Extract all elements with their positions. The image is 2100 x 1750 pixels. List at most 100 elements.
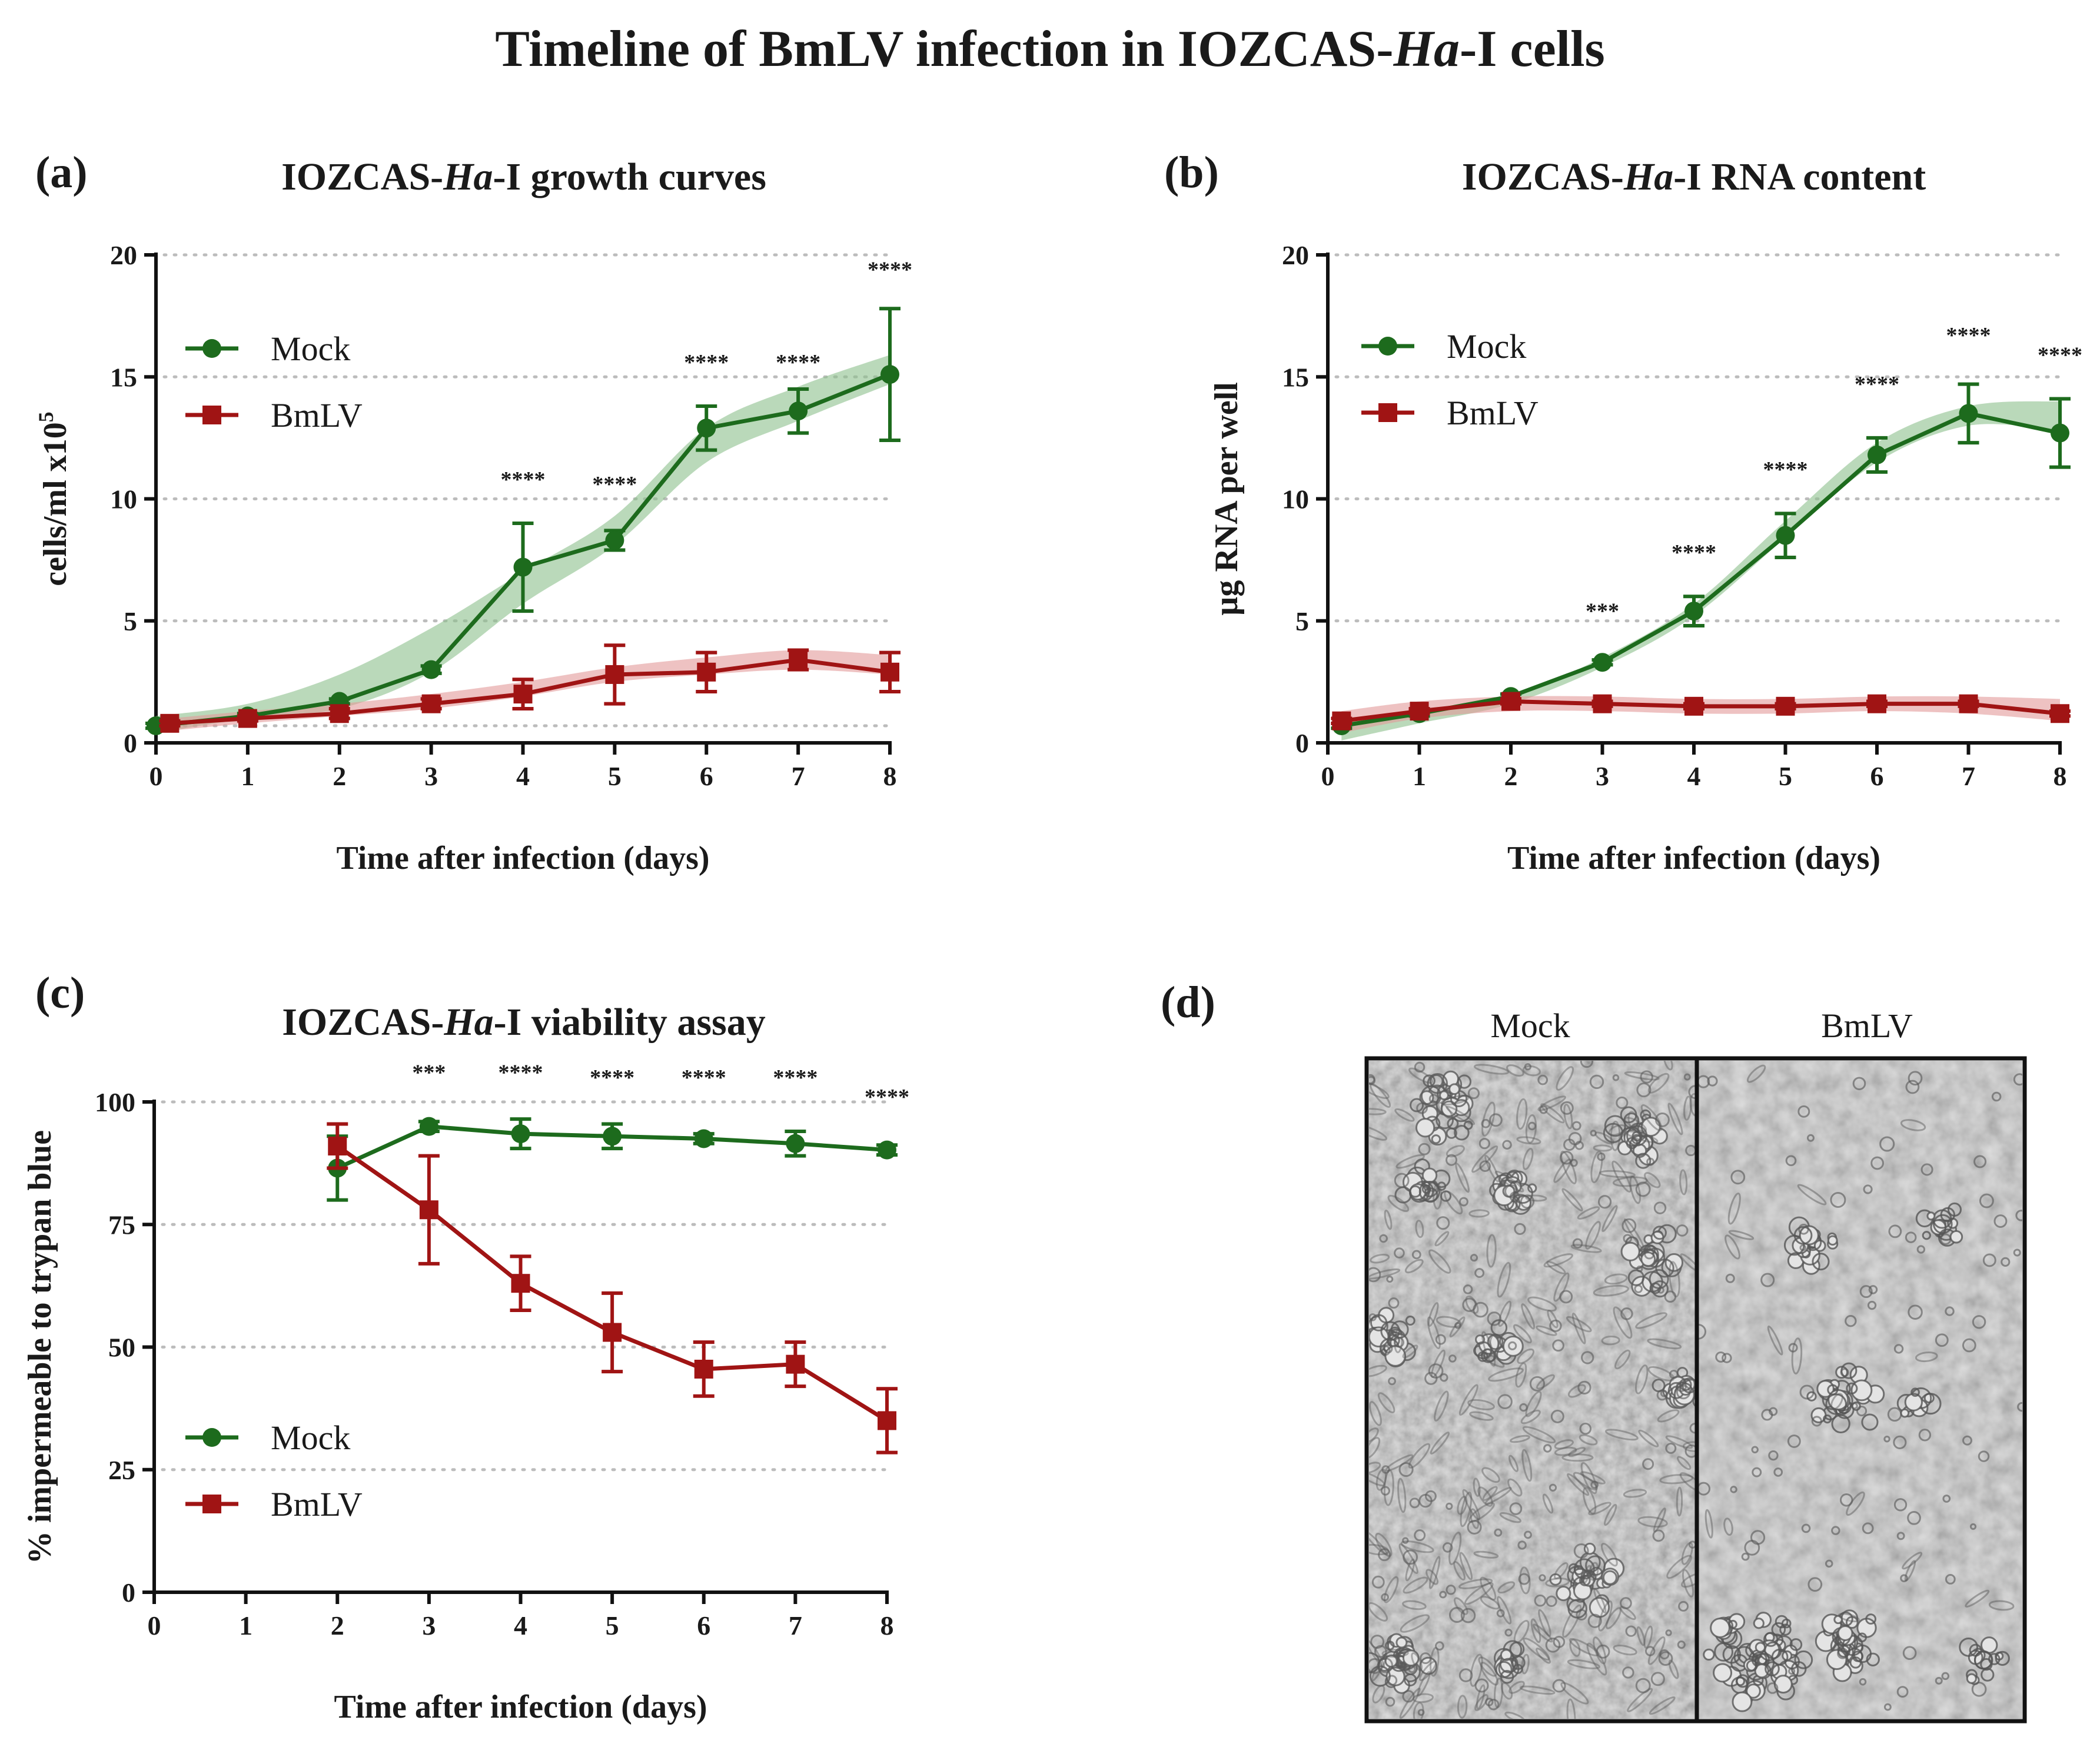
chart-1-mock-series-line <box>1341 411 2061 728</box>
chart-1-bmlv-data-point <box>1868 694 1886 713</box>
chart-1-legend-bmlv: BmLV <box>1361 394 1539 432</box>
chart-1-legend-label: BmLV <box>1447 394 1539 432</box>
chart-2-mock-data-point <box>694 1129 713 1148</box>
chart-0-x-tick-label: 1 <box>241 761 254 791</box>
chart-2-mock-data-point <box>511 1124 530 1144</box>
chart-0-x-tick-label: 8 <box>883 761 897 791</box>
chart-2-x-tick-label: 1 <box>239 1610 252 1641</box>
chart-1-bmlv-data-point <box>1593 694 1612 713</box>
chart-0-x-tick-label: 6 <box>700 761 713 791</box>
chart-2-bmlv-data-point <box>694 1359 713 1379</box>
chart-1-bmlv-data-point <box>1684 696 1703 716</box>
chart-0-x-tick-label: 3 <box>424 761 438 791</box>
panel-letter-d: (d) <box>1161 978 1215 1027</box>
chart-1-mock-data-point <box>2051 423 2069 443</box>
chart-2-significance-label: **** <box>865 1085 909 1110</box>
chart-0-legend-label: Mock <box>271 330 350 368</box>
chart-1-legend-label: Mock <box>1447 327 1526 366</box>
chart-1-bmlv-data-point <box>2051 704 2069 723</box>
chart-2-y-tick-label: 25 <box>108 1455 135 1485</box>
chart-0-significance-label: **** <box>592 472 637 497</box>
chart-0-y-tick-label: 10 <box>110 484 137 514</box>
chart-2-x-axis-label: Time after infection (days) <box>334 1689 707 1725</box>
chart-1-x-tick-label: 1 <box>1413 761 1426 791</box>
chart-2-significance-label: **** <box>773 1065 818 1090</box>
chart-1-y-axis-label: µg RNA per well <box>1208 382 1245 616</box>
chart-1-x-tick-label: 8 <box>2054 761 2067 791</box>
chart-0-y-tick-label: 5 <box>124 606 137 636</box>
chart-1-mock-confidence-band <box>1341 401 2060 740</box>
chart-0-x-axis-label: Time after infection (days) <box>336 840 709 876</box>
chart-1-y-tick-label: 0 <box>1295 728 1309 758</box>
chart-2-x-tick-label: 7 <box>789 1610 802 1641</box>
chart-2-legend-label: BmLV <box>271 1485 363 1523</box>
chart-2-x-tick-label: 0 <box>148 1610 161 1641</box>
chart-2-y-tick-label: 75 <box>108 1210 135 1240</box>
chart-2-y-tick-label: 50 <box>108 1333 135 1363</box>
chart-1-significance-label: **** <box>1855 372 1899 397</box>
chart-1-x-tick-label: 5 <box>1779 761 1792 791</box>
chart-2-x-tick-label: 3 <box>422 1610 436 1641</box>
chart-1-x-tick-label: 2 <box>1504 761 1518 791</box>
chart-0-mock-data-point <box>513 557 533 577</box>
chart-1-bmlv-data-point <box>1332 711 1351 730</box>
chart-2-y-axis-label: % impermeable to trypan blue <box>22 1130 58 1564</box>
chart-2-significance-label: **** <box>499 1061 543 1085</box>
chart-1-mock-data-point <box>1959 404 1978 423</box>
chart-0-y-tick-label: 20 <box>110 240 137 270</box>
chart-2-y-tick-label: 100 <box>95 1087 135 1117</box>
chart-0-bmlv-data-point <box>238 709 257 728</box>
chart-2-legend-label: Mock <box>271 1419 350 1457</box>
chart-0-panel-letter: (a) <box>35 148 88 197</box>
chart-0-x-tick-label: 4 <box>516 761 530 791</box>
chart-1-mock-data-point <box>1684 602 1703 621</box>
chart-1-panel-letter: (b) <box>1164 148 1219 197</box>
chart-0-mock-data-point <box>605 530 624 550</box>
chart-1-title: IOZCAS-Ha-I RNA content <box>1462 155 1926 198</box>
micrograph-mock-image <box>1369 1061 1696 1719</box>
panel-a-growth-curves: (a) IOZCAS-Ha-I growth curves 0 1 2 3 4 5 6 7 8 0 5 1… <box>34 148 912 876</box>
chart-2-bmlv-data-point <box>786 1354 805 1374</box>
chart-0-mock-data-point <box>421 660 441 679</box>
chart-0-significance-label: **** <box>684 350 729 375</box>
chart-0-y-tick-label: 15 <box>110 362 137 392</box>
chart-0-bmlv-data-point <box>330 704 349 723</box>
chart-1-significance-label: **** <box>1763 457 1808 482</box>
chart-2-mock-data-point <box>878 1140 896 1160</box>
chart-2-y-tick-label: 0 <box>122 1578 135 1608</box>
chart-2-mock-data-point <box>603 1127 622 1146</box>
chart-1-y-tick-label: 20 <box>1282 240 1309 270</box>
chart-2-legend-mock: Mock <box>185 1419 350 1457</box>
chart-2-bmlv-data-point <box>511 1274 530 1293</box>
chart-2-bmlv-data-point <box>328 1136 347 1155</box>
chart-2-x-tick-label: 2 <box>331 1610 344 1641</box>
chart-2-x-tick-label: 8 <box>880 1610 894 1641</box>
micrograph-bmlv-image <box>1698 1061 2022 1719</box>
chart-1-y-tick-label: 5 <box>1295 606 1309 636</box>
chart-1-x-tick-label: 4 <box>1687 761 1701 791</box>
chart-1-mock-data-point <box>1868 445 1886 464</box>
chart-1-significance-label: **** <box>1672 540 1716 565</box>
chart-1-bmlv-data-point <box>1410 702 1429 721</box>
chart-1-legend-mock: Mock <box>1361 327 1526 366</box>
chart-2-x-tick-label: 5 <box>606 1610 619 1641</box>
chart-0-y-axis-label: cells/ml x105 <box>34 411 74 586</box>
chart-0-bmlv-data-point <box>605 665 624 684</box>
chart-1-y-tick-label: 10 <box>1282 484 1309 514</box>
chart-2-bmlv-data-point <box>878 1411 896 1430</box>
chart-1-significance-label: **** <box>2038 343 2082 367</box>
chart-2-x-tick-label: 4 <box>514 1610 527 1641</box>
chart-2-bmlv-data-point <box>419 1200 438 1220</box>
chart-0-legend-label: BmLV <box>271 396 363 434</box>
micrograph-label-mock: Mock <box>1490 1007 1570 1045</box>
chart-0-y-tick-label: 0 <box>124 728 137 758</box>
chart-0-bmlv-data-point <box>697 662 716 682</box>
chart-1-y-tick-label: 15 <box>1282 362 1309 392</box>
chart-0-x-tick-label: 5 <box>608 761 622 791</box>
chart-0-mock-data-point <box>789 401 808 421</box>
chart-0-title: IOZCAS-Ha-I growth curves <box>281 155 766 198</box>
chart-0-legend-mock: Mock <box>185 330 350 368</box>
chart-1-x-tick-label: 3 <box>1596 761 1609 791</box>
chart-1-significance-label: **** <box>1946 323 1991 348</box>
